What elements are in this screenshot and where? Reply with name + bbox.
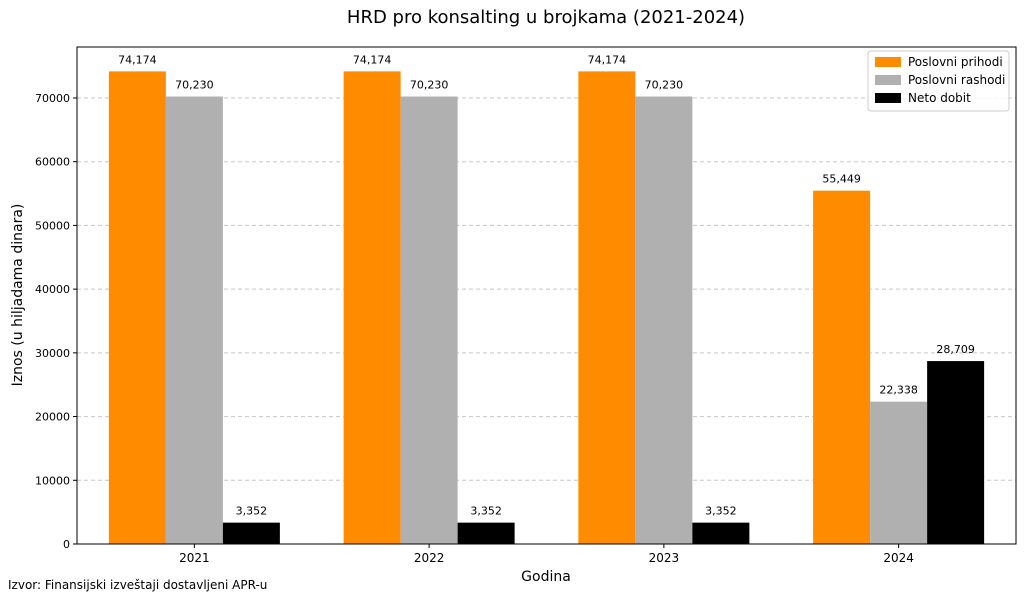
- y-tick-label: 70000: [35, 92, 70, 105]
- data-label: 70,230: [645, 79, 684, 92]
- data-label: 3,352: [705, 505, 737, 518]
- bar: [813, 190, 871, 544]
- data-label: 28,709: [936, 343, 975, 356]
- legend-swatch: [875, 57, 901, 67]
- x-tick-label: 2021: [179, 551, 210, 565]
- x-tick-label: 2022: [414, 551, 445, 565]
- bar: [108, 71, 166, 545]
- bar: [165, 96, 223, 544]
- y-tick-label: 10000: [35, 474, 70, 487]
- data-label: 74,174: [353, 53, 392, 66]
- bar: [927, 361, 985, 544]
- chart-title: HRD pro konsalting u brojkama (2021-2024…: [347, 7, 745, 28]
- bar: [457, 522, 515, 544]
- bar: [635, 96, 693, 544]
- y-tick-label: 0: [63, 538, 70, 551]
- x-tick-label: 2024: [883, 551, 914, 565]
- legend-label: Neto dobit: [908, 91, 971, 105]
- data-label: 3,352: [236, 505, 268, 518]
- y-tick-label: 20000: [35, 411, 70, 424]
- legend-swatch: [875, 93, 901, 103]
- bar: [343, 71, 401, 545]
- y-tick-label: 40000: [35, 283, 70, 296]
- data-label: 22,338: [879, 384, 918, 397]
- bar: [870, 401, 928, 544]
- data-labels-layer: 74,174 70,230 3,352 74,174 70,230 3,352 74,174…: [118, 53, 975, 517]
- x-tick-label: 2023: [649, 551, 680, 565]
- y-axis-label: Iznos (u hiljadama dinara): [10, 204, 26, 387]
- legend-label: Poslovni rashodi: [908, 73, 1005, 87]
- bar: [222, 522, 280, 544]
- legend-label: Poslovni prihodi: [908, 55, 1003, 69]
- x-axis-label: Godina: [521, 569, 571, 585]
- data-label: 70,230: [175, 79, 214, 92]
- plot-frame: [76, 46, 1017, 545]
- data-label: 74,174: [118, 53, 157, 66]
- y-tick-label: 60000: [35, 156, 70, 169]
- data-label: 74,174: [588, 53, 627, 66]
- gridlines: [77, 97, 1016, 481]
- legend-swatch: [875, 75, 901, 85]
- y-axis: 0 10000 20000 30000 40000 50000 60000 70000: [35, 92, 77, 551]
- bar: [578, 71, 636, 545]
- legend: Poslovni prihodi Poslovni rashodi Neto dob…: [867, 50, 1010, 112]
- legend-box: [867, 50, 1010, 112]
- x-axis: 2021 2022 2023 2024: [179, 544, 914, 565]
- bar: [400, 96, 458, 544]
- bars-layer: [108, 71, 985, 545]
- y-tick-label: 50000: [35, 219, 70, 232]
- source-note: Izvor: Finansijski izveštaji dostavljeni…: [8, 578, 268, 592]
- data-label: 55,449: [822, 173, 861, 186]
- data-label: 70,230: [410, 79, 449, 92]
- y-tick-label: 30000: [35, 347, 70, 360]
- bar: [692, 522, 750, 544]
- data-label: 3,352: [470, 505, 502, 518]
